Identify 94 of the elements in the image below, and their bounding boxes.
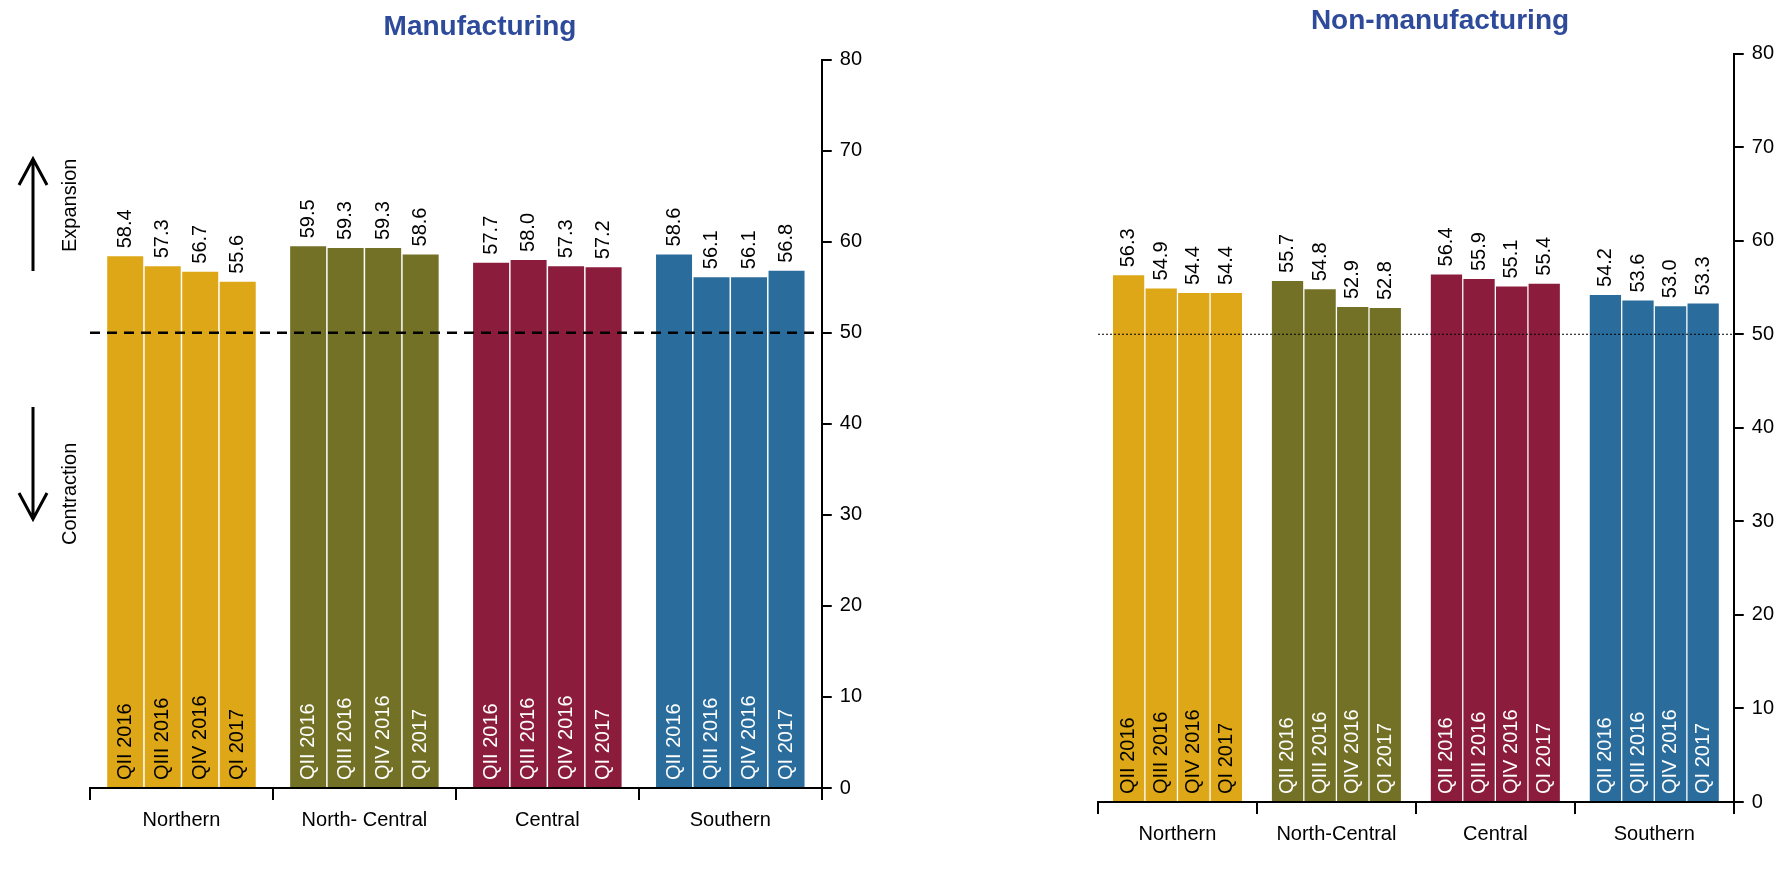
text: QIII 2016 xyxy=(1148,711,1171,794)
y-tick-label: 50 xyxy=(839,320,862,343)
data-label: 53.0 xyxy=(1658,259,1681,299)
data-label: 57.2 xyxy=(591,220,614,260)
series-label: QII 2016 xyxy=(112,703,135,780)
data-label: 55.4 xyxy=(1531,236,1554,276)
x-tick-label: Southern xyxy=(1613,821,1695,844)
text: QII 2016 xyxy=(295,703,318,780)
y-tick-label: 60 xyxy=(1751,228,1774,251)
x-tick-label: Central xyxy=(1463,821,1528,844)
y-tick-label: 60 xyxy=(839,229,862,252)
data-label: 56.7 xyxy=(187,224,210,264)
text: QIV 2016 xyxy=(1340,709,1363,794)
series-label: QIII 2016 xyxy=(1466,711,1489,794)
chart-title: Non-manufacturing xyxy=(1310,3,1570,35)
y-tick-label: 70 xyxy=(839,138,862,161)
x-tick-label: North- Central xyxy=(301,807,428,830)
series-label: QIV 2016 xyxy=(1658,709,1681,794)
data-label: 52.8 xyxy=(1372,261,1395,301)
data-label: 53.6 xyxy=(1625,253,1648,293)
text: QII 2016 xyxy=(1275,717,1298,794)
y-tick-label: 30 xyxy=(839,502,862,525)
data-label: 55.6 xyxy=(225,234,248,274)
data-label: 58.6 xyxy=(408,207,431,247)
y-tick-label: 80 xyxy=(1751,41,1774,64)
text: QIV 2016 xyxy=(736,695,759,780)
data-label: 59.5 xyxy=(295,199,318,239)
text: QI 2017 xyxy=(1372,722,1395,794)
y-tick-label: 40 xyxy=(1751,415,1774,438)
text: QIII 2016 xyxy=(1307,711,1330,794)
data-label: 58.0 xyxy=(516,212,539,252)
series-label: QIV 2016 xyxy=(370,695,393,780)
data-label: 56.1 xyxy=(699,230,722,270)
series-label: QII 2016 xyxy=(1116,717,1139,794)
text: QIII 2016 xyxy=(1625,711,1648,794)
data-label: 56.3 xyxy=(1116,228,1139,268)
data-label: 56.8 xyxy=(774,223,797,263)
chart-title: Manufacturing xyxy=(383,9,577,41)
data-label: 59.3 xyxy=(370,201,393,241)
data-label: 58.6 xyxy=(661,207,684,247)
y-tick-label: 50 xyxy=(1751,321,1774,344)
text: QIV 2016 xyxy=(1499,709,1522,794)
x-tick-label: Southern xyxy=(689,807,771,830)
data-label: 52.9 xyxy=(1340,260,1363,300)
x-tick-label: Northern xyxy=(142,807,221,830)
text: QII 2016 xyxy=(1592,717,1615,794)
y-tick-label: 0 xyxy=(839,775,851,798)
data-label: 54.4 xyxy=(1213,246,1236,286)
data-label: 55.9 xyxy=(1466,232,1489,272)
x-tick-label: North-Central xyxy=(1276,821,1397,844)
text: QIII 2016 xyxy=(516,697,539,780)
x-tick-label: Central xyxy=(515,807,580,830)
data-label: 56.4 xyxy=(1433,227,1456,267)
text: QI 2017 xyxy=(591,708,614,780)
text: QIV 2016 xyxy=(1181,709,1204,794)
y-tick-label: 30 xyxy=(1751,508,1774,531)
text: QIII 2016 xyxy=(333,697,356,780)
text: Contraction xyxy=(58,442,81,545)
y-tick-label: 0 xyxy=(1751,789,1763,812)
y-tick-label: 20 xyxy=(1751,602,1774,625)
data-label: 57.3 xyxy=(150,219,173,259)
data-label: 54.8 xyxy=(1307,242,1330,282)
data-label: 53.3 xyxy=(1690,256,1713,296)
data-label: 55.7 xyxy=(1275,233,1298,273)
data-label: 57.3 xyxy=(553,219,576,259)
data-label: 54.4 xyxy=(1181,246,1204,286)
data-label: 54.2 xyxy=(1592,248,1615,287)
data-label: 57.7 xyxy=(478,215,501,255)
text: QI 2017 xyxy=(1531,722,1554,794)
series-label: QI 2017 xyxy=(1690,722,1713,794)
y-tick-label: 70 xyxy=(1751,134,1774,157)
y-tick-label: 40 xyxy=(839,411,862,434)
y-tick-label: 10 xyxy=(839,684,862,707)
data-label: 54.9 xyxy=(1148,241,1171,281)
y-tick-label: 80 xyxy=(839,47,862,70)
data-label: 59.3 xyxy=(333,201,356,241)
x-tick-label: Northern xyxy=(1138,821,1217,844)
data-label: 55.1 xyxy=(1499,239,1522,279)
text: QII 2016 xyxy=(661,703,684,780)
text: QIV 2016 xyxy=(187,695,210,780)
data-label: 56.1 xyxy=(736,230,759,270)
series-label: QI 2017 xyxy=(774,708,797,780)
text: QII 2016 xyxy=(1433,717,1456,794)
text: QII 2016 xyxy=(478,703,501,780)
text: QI 2017 xyxy=(408,708,431,780)
text: QIV 2016 xyxy=(553,695,576,780)
y-tick-label: 10 xyxy=(1751,695,1774,718)
series-label: QIII 2016 xyxy=(150,697,173,780)
text: QI 2017 xyxy=(1213,722,1236,794)
text: QI 2017 xyxy=(225,708,248,780)
text: QIII 2016 xyxy=(699,697,722,780)
text: Expansion xyxy=(58,158,81,252)
y-tick-label: 20 xyxy=(839,593,862,616)
data-label: 58.4 xyxy=(112,209,135,249)
